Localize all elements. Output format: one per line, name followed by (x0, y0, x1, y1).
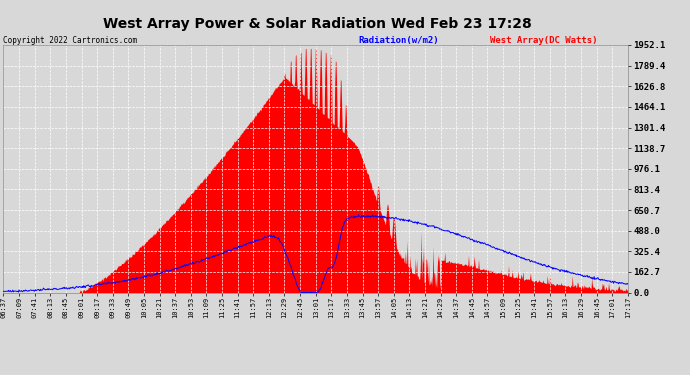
Text: Copyright 2022 Cartronics.com: Copyright 2022 Cartronics.com (3, 36, 137, 45)
Text: West Array Power & Solar Radiation Wed Feb 23 17:28: West Array Power & Solar Radiation Wed F… (103, 17, 532, 31)
Text: West Array(DC Watts): West Array(DC Watts) (490, 36, 598, 45)
Text: Radiation(w/m2): Radiation(w/m2) (359, 36, 440, 45)
